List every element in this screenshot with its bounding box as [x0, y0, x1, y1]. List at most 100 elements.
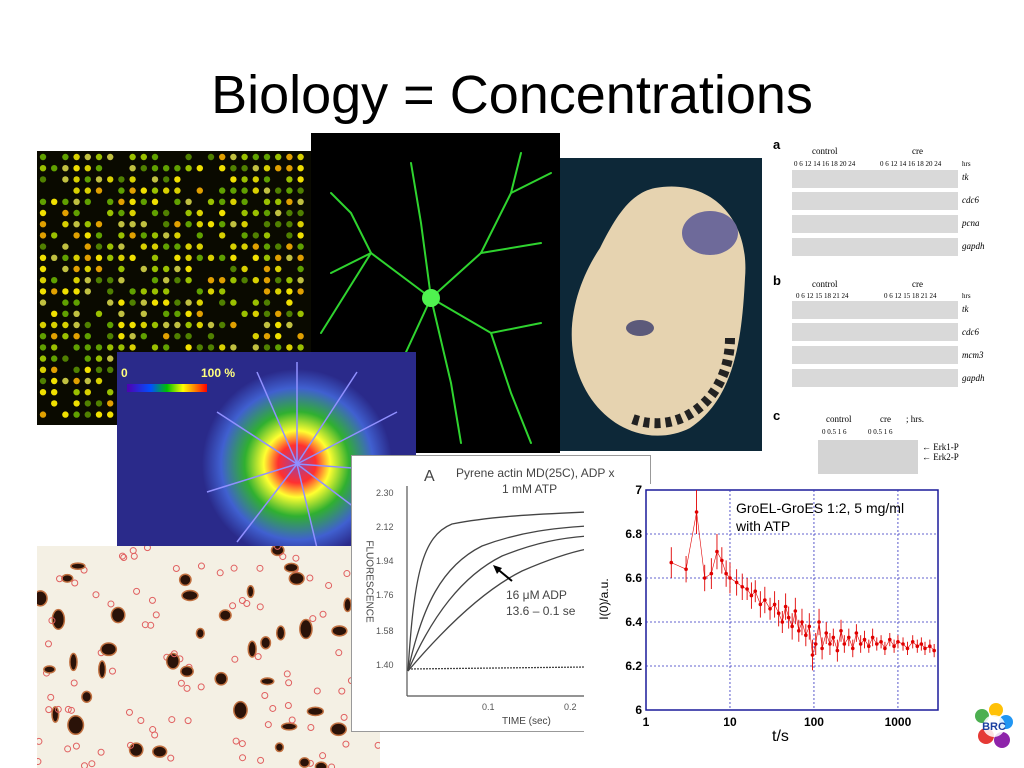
microarray-spot [263, 344, 271, 351]
microarray-spot [230, 299, 237, 306]
microarray-spot [196, 209, 203, 217]
microarray-spot [263, 288, 271, 295]
microscopy-dot [70, 562, 86, 570]
microarray-spot [129, 232, 136, 239]
microarray-spot [219, 187, 226, 194]
microarray-spot [129, 321, 136, 329]
microarray-spot [129, 288, 136, 295]
microarray-spot [84, 243, 91, 250]
groel-ytick-label: 6.2 [625, 659, 642, 673]
blot-a-group-control: control [812, 146, 838, 156]
microarray-spot [95, 221, 103, 228]
blot-c-ticks-control: 0 0.5 1 6 [822, 428, 847, 436]
microarray-spot [252, 187, 259, 194]
microarray-spot [185, 243, 192, 250]
microarray-spot [95, 377, 103, 385]
microarray-spot [297, 265, 304, 273]
groel-xtick-label: 10 [723, 715, 737, 729]
microscopy-dot [37, 590, 48, 607]
groel-ylabel: I(0)/a.u. [597, 578, 611, 620]
blot-b-row-cdc6 [792, 323, 958, 341]
microscopy-ring [279, 553, 287, 561]
microscopy-ring [261, 691, 269, 699]
microscopy-ring [167, 754, 175, 762]
microarray-spot [263, 153, 271, 161]
microarray-spot [263, 321, 271, 329]
groel-ytick-label: 6.8 [625, 527, 642, 541]
microarray-spot [62, 165, 69, 172]
microarray-spot [84, 254, 91, 261]
microscopy-ring [120, 553, 128, 561]
microarray-spot [39, 209, 47, 217]
blot-c-unit: ; hrs. [906, 414, 924, 424]
svg-text:BRC: BRC [982, 721, 1006, 733]
microarray-spot [107, 153, 114, 161]
microscopy-ring [229, 602, 237, 610]
microarray-spot [95, 153, 103, 161]
microscopy-ring [183, 684, 191, 692]
blot-b-gene-tk: tk [962, 304, 969, 314]
microarray-spot [286, 165, 293, 172]
microarray-spot [219, 232, 226, 239]
microarray-spot [185, 209, 192, 217]
microarray-spot [84, 165, 91, 172]
microarray-spot [286, 277, 293, 284]
microarray-spot [73, 389, 80, 396]
microscopy-ring [37, 737, 43, 745]
microarray-spot [73, 366, 80, 373]
microarray-spot [297, 221, 304, 228]
microarray-spot [185, 221, 192, 228]
microarray-spot [252, 209, 259, 217]
pyrene-panel-letter: A [424, 468, 435, 485]
microarray-spot [62, 265, 69, 273]
microarray-spot [286, 176, 293, 183]
microarray-spot [39, 254, 47, 261]
blot-a-row-pcna [792, 215, 958, 233]
microarray-spot [73, 400, 80, 407]
microarray-spot [286, 288, 293, 295]
microarray-spot [51, 366, 58, 373]
microarray-spot [73, 277, 80, 284]
microarray-spot [230, 243, 237, 250]
microscopy-dot [128, 742, 144, 758]
microarray-spot [73, 176, 80, 183]
microarray-spot [140, 232, 147, 239]
microarray-spot [129, 344, 136, 351]
microscopy-ring [264, 721, 272, 729]
microscopy-ring [71, 579, 79, 587]
microarray-spot [252, 176, 259, 183]
blot-b-gene-cdc6: cdc6 [962, 327, 979, 337]
microarray-spot [207, 277, 215, 284]
groel-chart: 7 6.8 6.6 6.4 6.2 6 1 10 100 1000 GroEL-GroES 1:2… [584, 484, 974, 752]
embryo-drawing [571, 186, 746, 436]
microarray-spot [275, 153, 282, 161]
microarray-spot [73, 209, 80, 217]
brc-logo-icon: BRC [975, 703, 1013, 748]
microscopy-dot [152, 745, 168, 758]
microarray-spot [95, 176, 103, 183]
blot-c-band-erk1: ← Erk1-P [922, 442, 959, 452]
microarray-spot [95, 366, 103, 373]
microscopy-dot [180, 665, 194, 678]
microscopy-ring [243, 600, 251, 608]
microscopy-dot [61, 573, 74, 583]
microarray-spot [241, 198, 248, 205]
microarray-spot [95, 254, 103, 261]
microarray-spot [73, 288, 80, 295]
microarray-spot [219, 221, 226, 228]
microarray-spot [163, 333, 170, 340]
microscopy-ring [109, 667, 117, 675]
microarray-spot [51, 232, 58, 239]
microarray-spot [73, 153, 80, 161]
microarray-spot [140, 310, 147, 317]
microarray-spot [219, 198, 226, 205]
microarray-spot [62, 176, 69, 183]
brc-logo: BRC [972, 700, 1016, 754]
microarray-spot [151, 254, 159, 261]
pyrene-xlabel: TIME (sec) [502, 716, 551, 727]
blot-a-gene-tk: tk [962, 172, 969, 182]
microarray-spot [95, 400, 103, 407]
microarray-spots [39, 153, 304, 418]
microarray-spot [107, 400, 114, 407]
microarray-spot [196, 321, 203, 329]
